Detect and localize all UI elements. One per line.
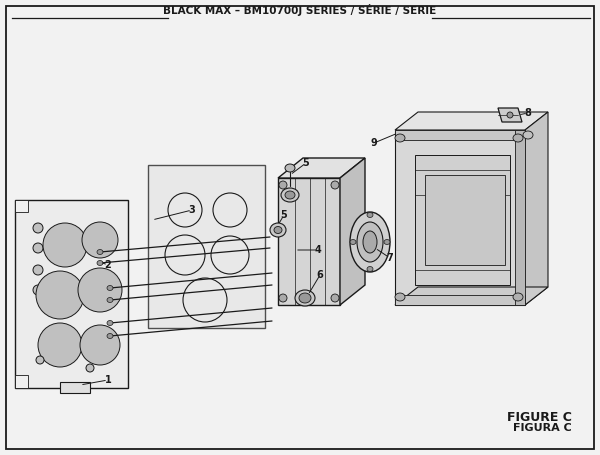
Ellipse shape (367, 267, 373, 272)
Ellipse shape (97, 261, 103, 266)
Ellipse shape (33, 223, 43, 233)
Ellipse shape (97, 249, 103, 254)
Text: FIGURE C: FIGURE C (507, 411, 572, 424)
Polygon shape (425, 175, 505, 265)
Text: 8: 8 (524, 108, 532, 118)
Polygon shape (278, 178, 340, 305)
Polygon shape (395, 130, 525, 140)
Ellipse shape (285, 164, 295, 172)
Ellipse shape (285, 191, 295, 199)
Ellipse shape (299, 293, 311, 303)
Ellipse shape (507, 112, 513, 118)
Ellipse shape (82, 222, 118, 258)
Polygon shape (498, 108, 522, 122)
Ellipse shape (367, 212, 373, 217)
Text: 2: 2 (104, 260, 112, 270)
Text: 6: 6 (317, 270, 323, 280)
Ellipse shape (357, 222, 383, 262)
Polygon shape (395, 287, 548, 305)
Polygon shape (15, 375, 28, 388)
Ellipse shape (274, 227, 282, 233)
Text: 7: 7 (386, 253, 394, 263)
Ellipse shape (33, 285, 43, 295)
Ellipse shape (523, 131, 533, 139)
Text: 5: 5 (302, 158, 310, 168)
Ellipse shape (395, 134, 405, 142)
Polygon shape (15, 200, 28, 212)
Polygon shape (60, 382, 90, 393)
Ellipse shape (107, 298, 113, 303)
Polygon shape (515, 130, 525, 305)
Ellipse shape (350, 212, 390, 272)
Text: 5: 5 (281, 210, 287, 220)
Ellipse shape (513, 134, 523, 142)
Ellipse shape (78, 268, 122, 312)
Text: 1: 1 (104, 375, 112, 385)
Ellipse shape (38, 323, 82, 367)
Polygon shape (525, 112, 548, 305)
Ellipse shape (350, 239, 356, 244)
Ellipse shape (33, 243, 43, 253)
Polygon shape (15, 200, 128, 388)
FancyBboxPatch shape (6, 6, 594, 449)
Ellipse shape (395, 293, 405, 301)
Ellipse shape (86, 364, 94, 372)
Ellipse shape (80, 325, 120, 365)
Ellipse shape (33, 265, 43, 275)
Ellipse shape (107, 285, 113, 290)
Ellipse shape (331, 181, 339, 189)
Ellipse shape (279, 294, 287, 302)
Ellipse shape (513, 293, 523, 301)
Ellipse shape (295, 290, 315, 306)
Text: FIGURA C: FIGURA C (513, 423, 572, 433)
Ellipse shape (107, 320, 113, 325)
Ellipse shape (36, 356, 44, 364)
Polygon shape (415, 155, 510, 285)
Text: 3: 3 (188, 205, 196, 215)
Ellipse shape (279, 181, 287, 189)
Polygon shape (395, 295, 525, 305)
Ellipse shape (36, 271, 84, 319)
Ellipse shape (281, 188, 299, 202)
Ellipse shape (43, 223, 87, 267)
Text: 9: 9 (371, 138, 377, 148)
Ellipse shape (270, 223, 286, 237)
Polygon shape (395, 112, 548, 130)
Ellipse shape (363, 231, 377, 253)
Polygon shape (340, 158, 365, 305)
Ellipse shape (107, 334, 113, 339)
Text: 4: 4 (314, 245, 322, 255)
Polygon shape (395, 130, 525, 305)
Text: BLACK MAX – BM10700J SERIES / SÉRIE / SERIE: BLACK MAX – BM10700J SERIES / SÉRIE / SE… (163, 5, 437, 16)
Polygon shape (148, 165, 265, 328)
Ellipse shape (384, 239, 390, 244)
Ellipse shape (331, 294, 339, 302)
Polygon shape (278, 158, 365, 178)
